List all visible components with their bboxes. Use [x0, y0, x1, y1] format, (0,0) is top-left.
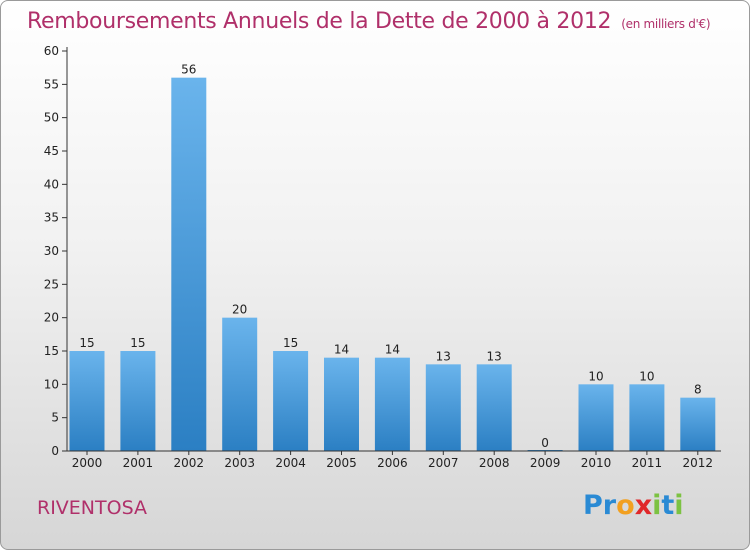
x-tick-label-2006: 2006	[377, 456, 408, 470]
logo-letter: i	[652, 490, 662, 521]
chart-title: Remboursements Annuels de la Dette de 20…	[27, 9, 711, 34]
y-tick-label: 10	[44, 377, 59, 391]
bar-2002	[171, 77, 207, 452]
y-tick-label: 55	[44, 77, 59, 91]
value-label-2010: 10	[588, 369, 603, 383]
x-tick-label-2005: 2005	[326, 456, 357, 470]
y-axis: 0 5 10 15 20 25 30 35 40 45 50 55 60	[44, 44, 68, 458]
value-label-2008: 13	[487, 349, 502, 363]
logo-letter: i	[674, 490, 684, 521]
x-tick-label-2007: 2007	[428, 456, 459, 470]
chart-title-text: Remboursements Annuels de la Dette de 20…	[27, 9, 612, 34]
value-label-2007: 13	[436, 349, 451, 363]
value-label-2006: 14	[385, 343, 400, 357]
bar-2001	[120, 351, 156, 451]
x-tick-label-2001: 2001	[123, 456, 154, 470]
logo-letter: x	[634, 490, 653, 521]
value-label-2012: 8	[694, 383, 702, 397]
value-label-2001: 15	[130, 336, 145, 350]
logo-letter: P	[583, 490, 603, 521]
bar-2006	[374, 357, 410, 451]
bar-2005	[324, 357, 359, 451]
y-tick-label: 45	[44, 144, 59, 158]
x-tick-label-2008: 2008	[479, 456, 510, 470]
y-tick-label: 60	[44, 44, 59, 58]
bar-2010	[578, 384, 614, 451]
value-label-2002: 56	[181, 63, 196, 77]
y-tick-label: 40	[44, 177, 59, 191]
y-tick-label: 25	[44, 277, 59, 291]
logo-letter: r	[602, 490, 617, 521]
y-tick-label: 30	[44, 244, 59, 258]
value-label-2003: 20	[232, 303, 247, 317]
x-tick-label-2009: 2009	[530, 456, 561, 470]
bar-2007	[425, 364, 461, 451]
y-tick-label: 5	[51, 411, 59, 425]
bar-2004	[273, 351, 309, 451]
x-axis: 2000 2001 2002 2003 2004 2005 2006 2007 2008 2009…	[62, 450, 721, 470]
logo-letter: t	[661, 490, 675, 521]
y-tick-label: 20	[44, 311, 59, 325]
x-tick-label-2000: 2000	[72, 456, 103, 470]
value-label-2009: 0	[541, 436, 549, 450]
value-label-2005: 14	[334, 343, 349, 357]
x-tick-label-2002: 2002	[174, 456, 205, 470]
x-tick-label-2003: 2003	[224, 456, 255, 470]
x-tick-label-2004: 2004	[275, 456, 306, 470]
x-tick-label-2012: 2012	[683, 456, 714, 470]
chart-subtitle: (en milliers d'€)	[621, 17, 711, 31]
value-label-2004: 15	[283, 336, 298, 350]
bars: 15 15 56 20 15 14 14 13 13 0 10 10 8	[69, 63, 716, 452]
x-tick-label-2011: 2011	[632, 456, 663, 470]
bar-2003	[222, 317, 258, 451]
bar-2012	[680, 397, 716, 451]
bar-2011	[629, 384, 665, 451]
y-tick-label: 50	[44, 111, 59, 125]
value-label-2000: 15	[79, 336, 94, 350]
commune-name: RIVENTOSA	[37, 497, 147, 519]
logo-letter: o	[616, 490, 635, 521]
y-tick-label: 0	[51, 444, 59, 458]
value-label-2011: 10	[639, 369, 654, 383]
proxiti-logo: Proxiti	[583, 490, 684, 521]
x-tick-label-2010: 2010	[581, 456, 612, 470]
bar-2008	[476, 364, 512, 451]
y-tick-label: 15	[44, 344, 59, 358]
y-tick-label: 35	[44, 211, 59, 225]
bar-2000	[69, 351, 105, 451]
